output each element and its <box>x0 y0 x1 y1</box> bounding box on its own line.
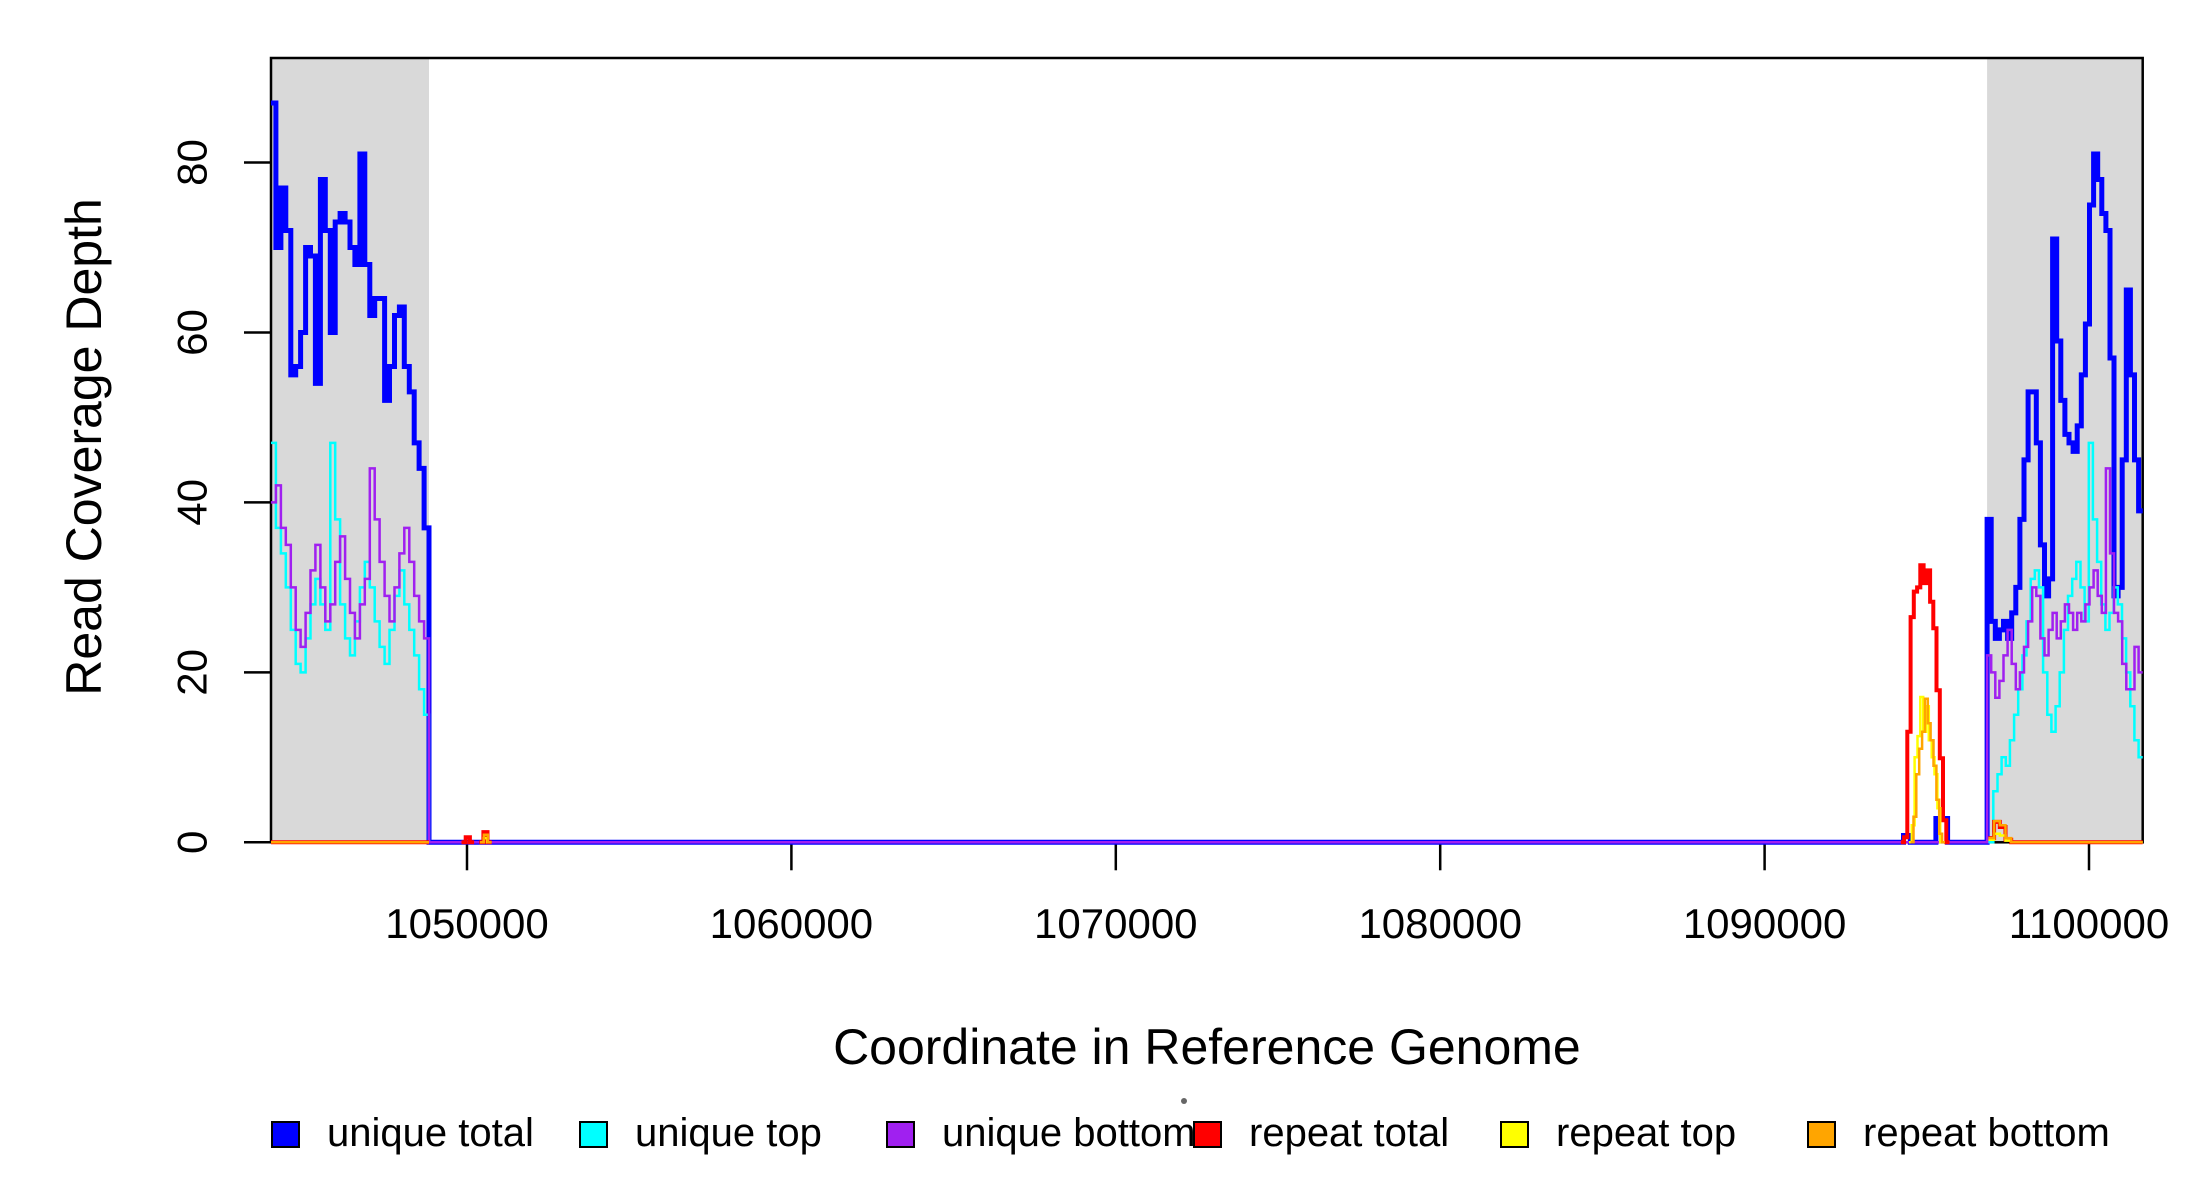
series-line-repeat-total <box>1900 563 1950 845</box>
shaded-region-1 <box>271 58 429 843</box>
x-axis-tick-label: 1090000 <box>1683 900 1847 947</box>
legend-swatch-unique-top <box>579 1121 608 1148</box>
series-line-repeat-total <box>461 835 475 845</box>
series-line-unique-bottom <box>271 467 2143 844</box>
shaded-region-2 <box>1987 58 2143 843</box>
series-line-unique-top <box>271 441 2143 844</box>
y-axis-tick-label: 80 <box>169 139 216 186</box>
series-line-repeat-bottom <box>480 833 492 844</box>
x-axis-tick-label: 1080000 <box>1358 900 1522 947</box>
legend-swatch-unique-bottom <box>886 1121 915 1148</box>
y-axis-tick-label: 0 <box>169 831 216 854</box>
legend-label-repeat-total: repeat total <box>1249 1111 1449 1155</box>
legend-label-unique-bottom: unique bottom <box>942 1111 1196 1155</box>
x-axis-tick-label: 1100000 <box>2009 900 2169 947</box>
stray-dot <box>1181 1098 1187 1104</box>
x-axis-tick-label: 1050000 <box>385 900 549 947</box>
legend-label-repeat-bottom: repeat bottom <box>1863 1111 2110 1155</box>
legend-swatch-repeat-top <box>1500 1121 1529 1148</box>
legend-label-unique-top: unique top <box>635 1111 822 1155</box>
series-line-repeat-bottom <box>1988 819 2143 844</box>
series-line-unique-total <box>271 100 2143 845</box>
y-axis-title: Read Coverage Depth <box>56 198 112 696</box>
y-axis-tick-label: 20 <box>169 649 216 696</box>
legend-swatch-repeat-bottom <box>1807 1121 1836 1148</box>
series-line-repeat-bottom <box>1910 697 1945 844</box>
y-axis-tick-label: 40 <box>169 479 216 526</box>
legend-label-unique-total: unique total <box>327 1111 534 1155</box>
x-axis-tick-label: 1070000 <box>1034 900 1198 947</box>
legend-swatch-unique-total <box>271 1121 300 1148</box>
legend-label-repeat-top: repeat top <box>1556 1111 1736 1155</box>
x-axis-tick-label: 1060000 <box>710 900 874 947</box>
y-axis-tick-label: 60 <box>169 309 216 356</box>
x-axis-title: Coordinate in Reference Genome <box>833 1019 1581 1075</box>
legend-swatch-repeat-total <box>1193 1121 1222 1148</box>
